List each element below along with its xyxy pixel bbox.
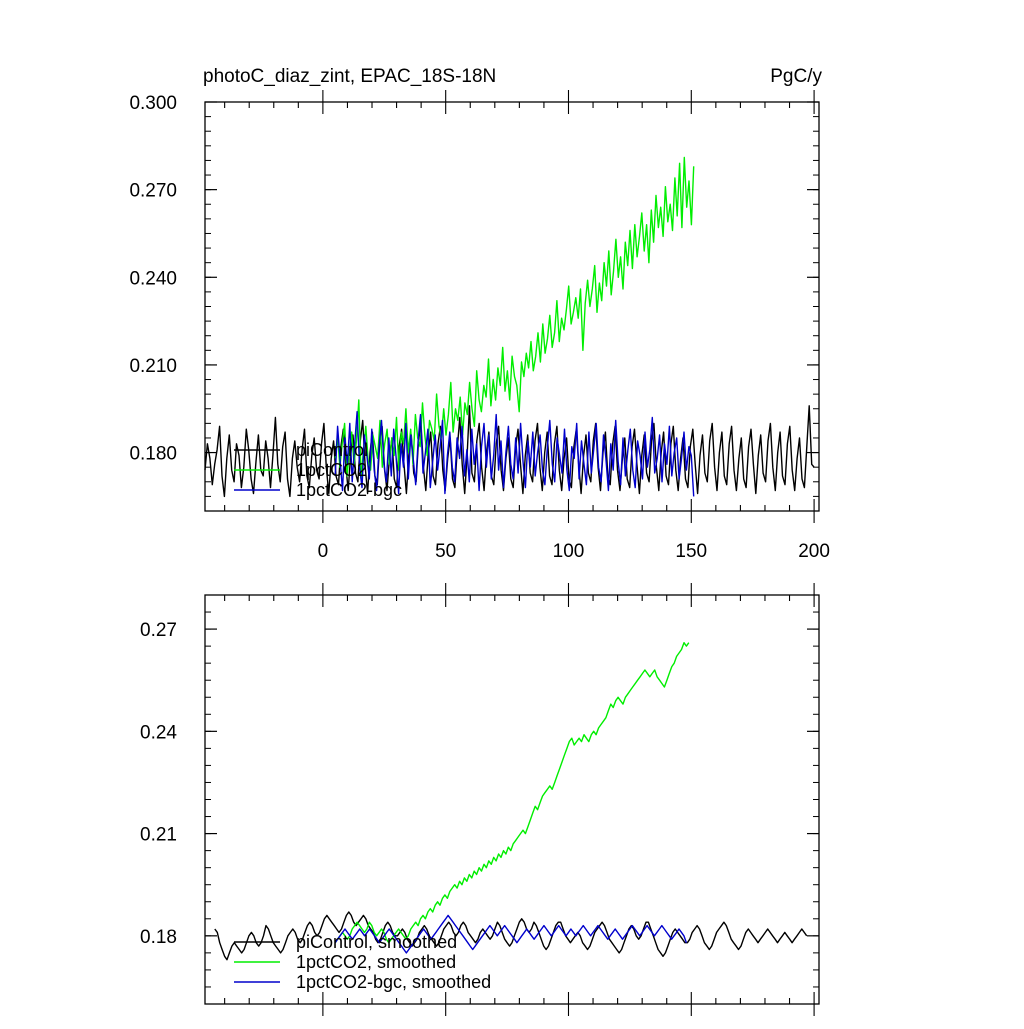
bottom-legend-label: piControl, smoothed <box>296 932 457 952</box>
top-series-line-picontrol <box>204 405 815 498</box>
bottom-ytick-label: 0.27 <box>140 620 177 641</box>
top-legend-label: 1pctCO2 <box>296 460 367 480</box>
bottom-series-line-1pctco2-smoothed <box>334 642 690 944</box>
top-ticks: 0.180 0.210 0.240 0.270 0.300 0 50 100 150 200 <box>129 90 830 562</box>
bottom-ytick-label: 0.18 <box>140 927 177 948</box>
top-ytick-label: 0.270 <box>129 181 177 202</box>
top-xtick-label: 200 <box>798 541 830 562</box>
chart-title-left: photoC_diaz_zint, EPAC_18S-18N <box>203 66 496 87</box>
top-panel: photoC_diaz_zint, EPAC_18S-18N PgC/y 0.1… <box>129 66 829 562</box>
top-xtick-label: 100 <box>553 541 585 562</box>
bottom-ticks: 0.18 0.21 0.24 0.27 <box>140 583 819 1016</box>
top-ytick-label: 0.300 <box>129 93 177 114</box>
bottom-legend-label: 1pctCO2-bgc, smoothed <box>296 972 491 992</box>
bottom-legend-label: 1pctCO2, smoothed <box>296 952 456 972</box>
top-xtick-label: 50 <box>435 541 456 562</box>
top-series-line-1pctco2 <box>334 156 695 480</box>
bottom-series-line-1pctco2-bgc-smoothed <box>334 914 688 954</box>
top-ytick-label: 0.180 <box>129 444 177 465</box>
bottom-ytick-label: 0.24 <box>140 722 177 743</box>
bottom-series-line-picontrol-smoothed <box>214 911 808 961</box>
bottom-series <box>214 642 808 961</box>
bottom-ytick-label: 0.21 <box>140 825 177 846</box>
top-xtick-label: 0 <box>318 541 329 562</box>
top-series-line-1pctco2-bgc <box>334 411 695 497</box>
bottom-panel: 0.180.210.240.27 piControl, smoothed1pct… <box>140 583 820 1016</box>
top-legend-label: piControl <box>296 440 368 460</box>
top-series <box>204 156 815 498</box>
top-legend-label: 1pctCO2-bgc <box>296 480 402 500</box>
top-ytick-label: 0.210 <box>129 356 177 377</box>
top-ytick-label: 0.240 <box>129 268 177 289</box>
chart-title-right-unit: PgC/y <box>770 66 822 87</box>
top-xtick-label: 150 <box>675 541 707 562</box>
